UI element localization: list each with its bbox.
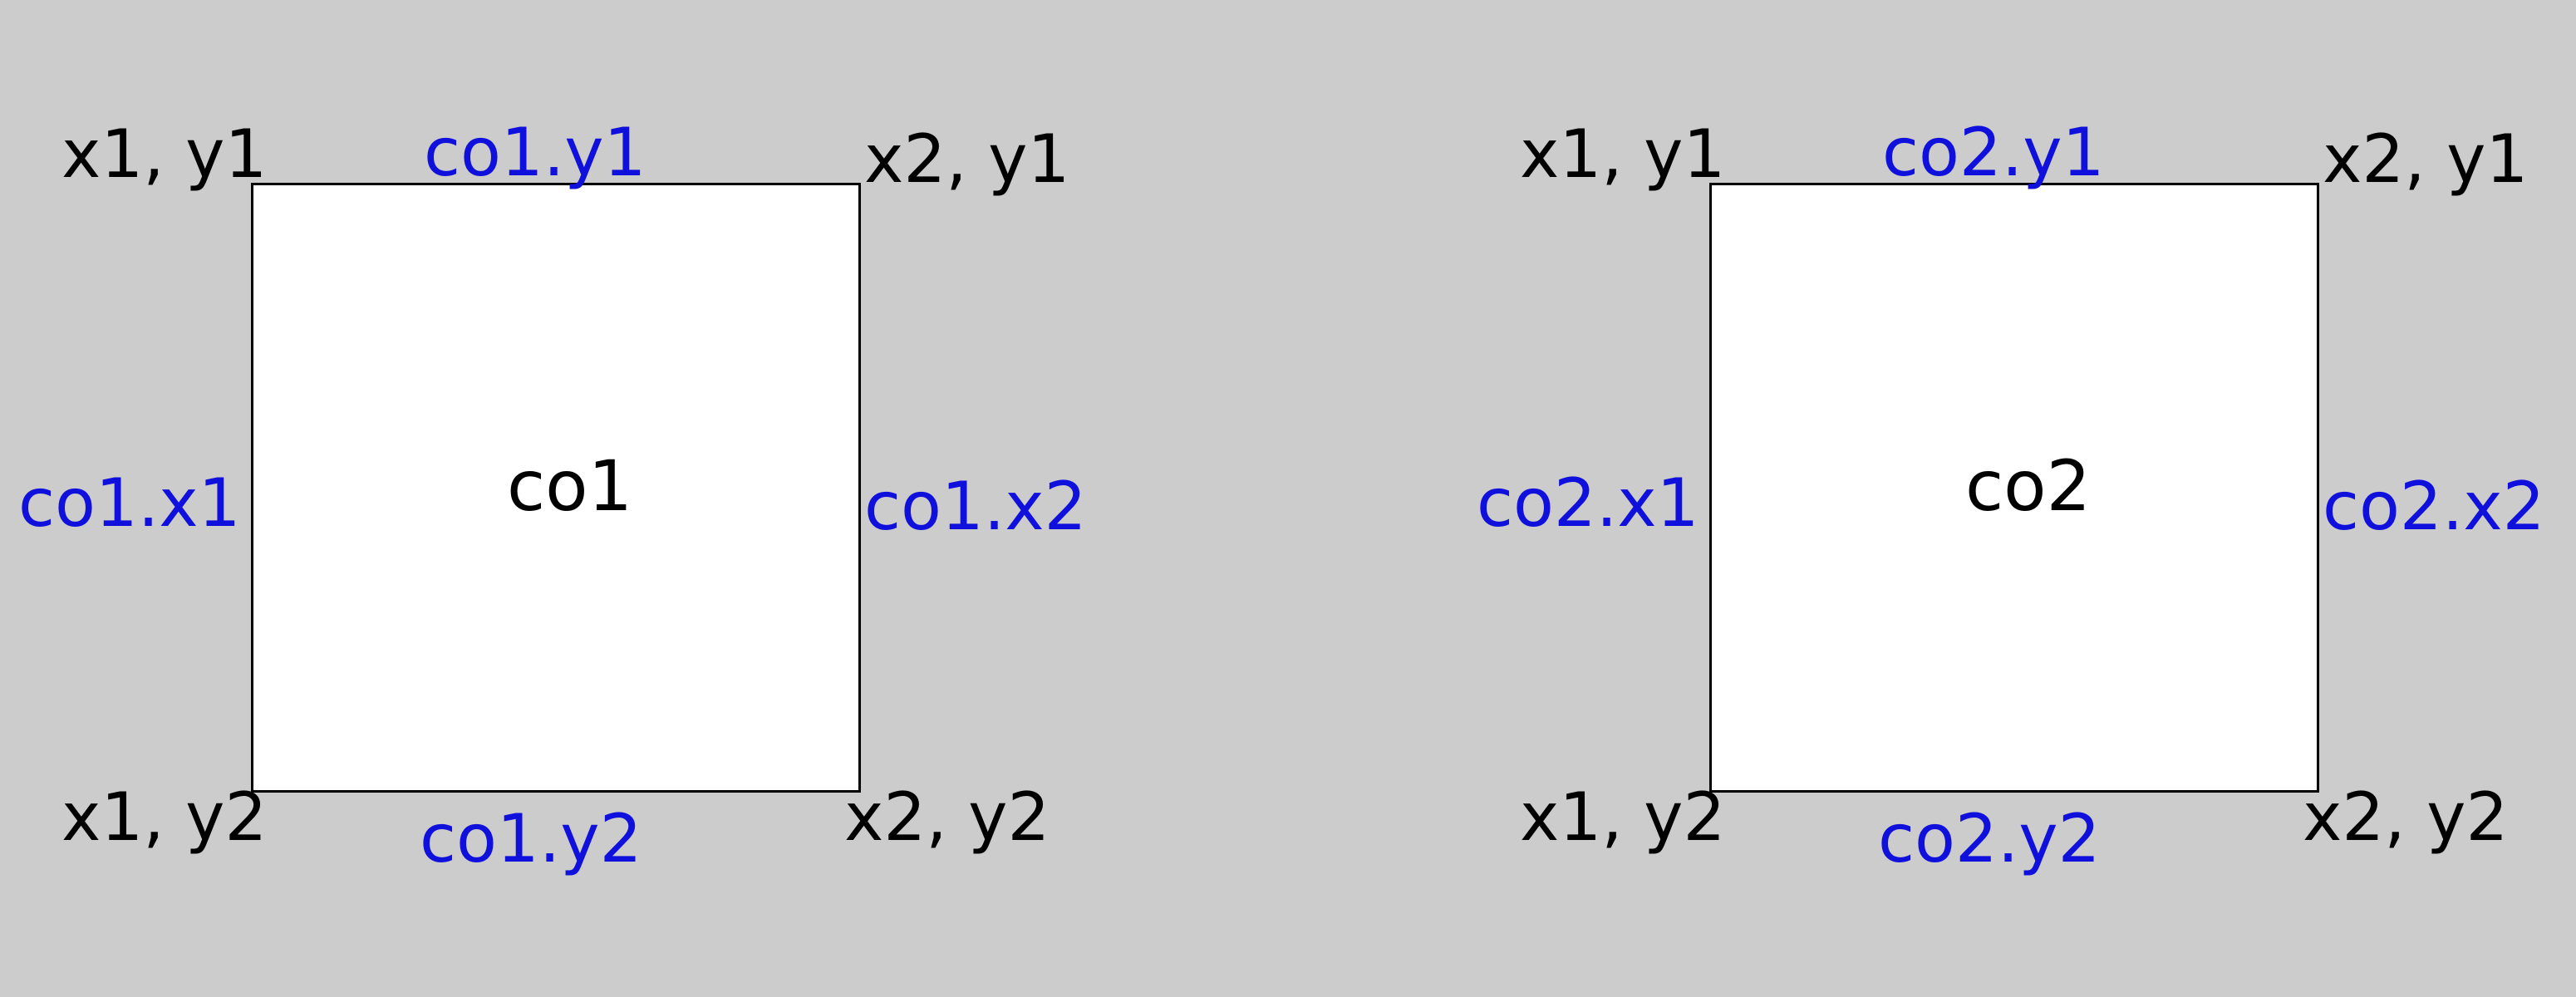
edge-bottom-label: co1.y2 [420, 800, 642, 877]
rectangle-name-label: co2 [1965, 445, 2092, 527]
edge-top-label: co1.y1 [424, 114, 646, 191]
corner-top-left-label: x1, y1 [61, 115, 268, 193]
edge-right-label: co1.x2 [864, 468, 1087, 545]
edge-bottom-label: co2.y2 [1878, 800, 2101, 877]
corner-bottom-right-label: x2, y2 [2303, 778, 2509, 856]
edge-top-label: co2.y1 [1882, 114, 2105, 191]
edge-left-label: co1.x1 [18, 464, 241, 542]
corner-bottom-right-label: x2, y2 [844, 778, 1050, 856]
rectangle-co1 [251, 183, 861, 793]
edge-left-label: co2.x1 [1477, 464, 1699, 542]
corner-top-right-label: x2, y1 [864, 120, 1070, 198]
diagram-co1: co1 x1, y1 x2, y1 x1, y2 x2, y2 co1.y1 c… [18, 114, 1087, 877]
diagram-co2: co2 x1, y1 x2, y1 x1, y2 x2, y2 co2.y1 c… [1458, 0, 2576, 997]
rectangle-co2 [1709, 183, 2319, 793]
corner-bottom-left-label: x1, y2 [1520, 778, 1726, 856]
corner-bottom-left-label: x1, y2 [61, 778, 268, 856]
corner-top-left-label: x1, y1 [1520, 115, 1726, 193]
rectangle-name-label: co1 [507, 445, 633, 527]
corner-top-right-label: x2, y1 [2323, 120, 2529, 198]
edge-right-label: co2.x2 [2323, 468, 2545, 545]
